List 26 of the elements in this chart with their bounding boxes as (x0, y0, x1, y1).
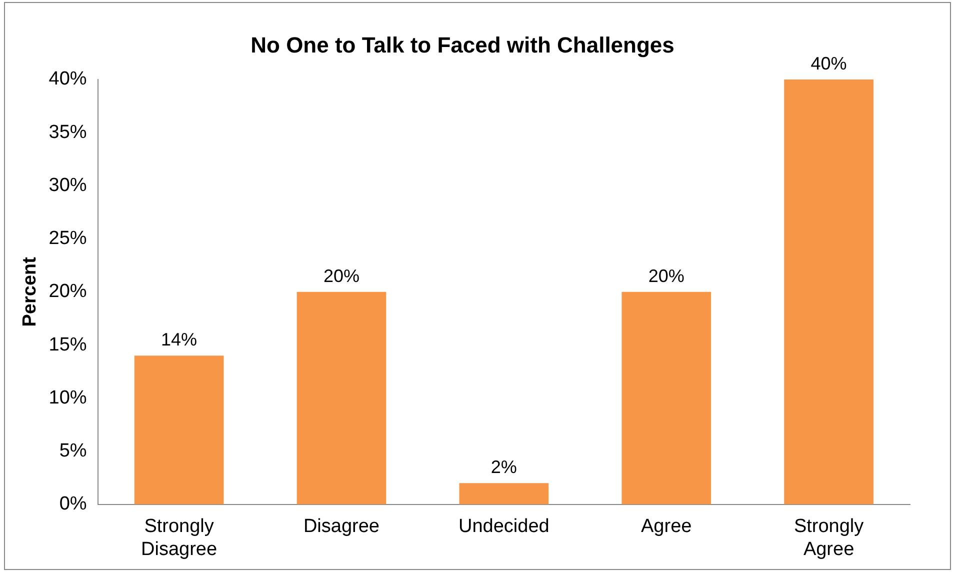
data-label: 20% (648, 266, 684, 286)
bar (622, 292, 712, 504)
x-tick-label: Disagree (303, 516, 380, 538)
data-label: 14% (161, 330, 198, 350)
bar (296, 292, 386, 504)
bar (134, 356, 224, 504)
y-axis-title: Percent (20, 256, 41, 327)
data-label: 20% (323, 266, 360, 286)
y-tick-label: 25% (48, 228, 87, 250)
x-tick-label: Undecided (458, 516, 550, 538)
y-tick-label: 35% (48, 122, 87, 143)
y-tick-label: 30% (48, 174, 87, 196)
y-tick-label: 15% (48, 334, 87, 356)
bar (459, 483, 549, 504)
x-tick-label: Strongly Disagree (141, 516, 218, 560)
data-label: 2% (490, 457, 517, 478)
bar (784, 79, 874, 504)
x-tick-label: Agree (640, 516, 692, 538)
y-tick-label: 40% (48, 68, 87, 90)
y-tick-label: 20% (48, 281, 87, 302)
y-tick-label: 10% (48, 387, 87, 408)
data-label: 40% (810, 53, 847, 74)
chart-title: No One to Talk to Faced with Challenges (250, 32, 674, 58)
y-tick-label: 5% (59, 440, 87, 462)
x-tick-label: Strongly Agree (794, 516, 864, 560)
y-tick-label: 0% (59, 494, 87, 515)
